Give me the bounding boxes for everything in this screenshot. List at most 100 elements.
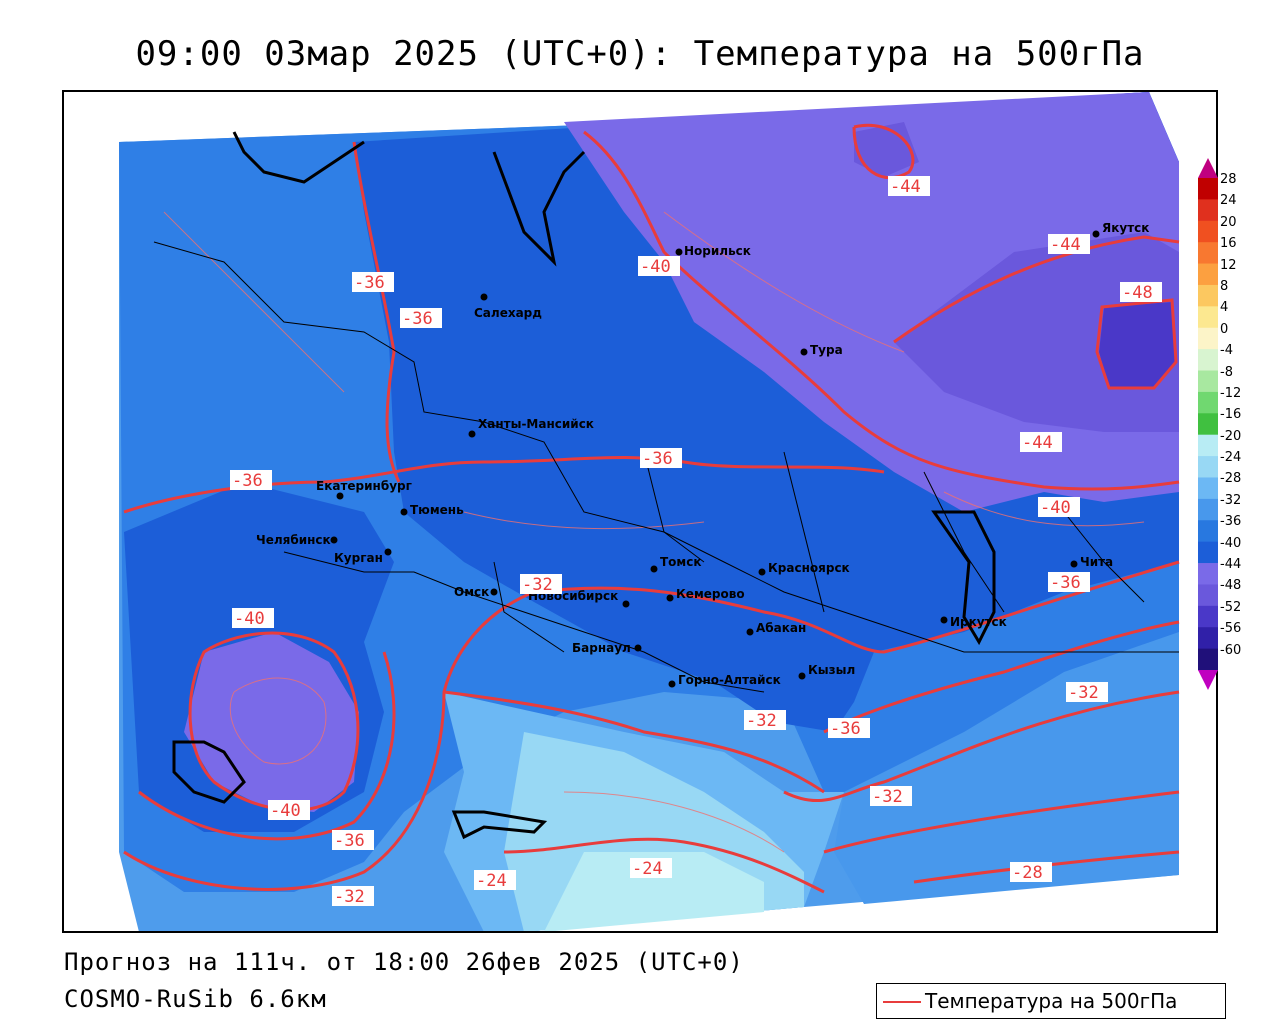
svg-text:-40: -40 [270, 801, 301, 821]
svg-text:Иркутск: Иркутск [950, 615, 1007, 629]
city-barnaul[interactable]: Барнаул [572, 641, 642, 655]
colorbar-swatch [1198, 327, 1218, 350]
colorbar-tick-label: -12 [1220, 385, 1242, 401]
isotherm-label: -32 [744, 710, 786, 731]
colorbar-swatch [1198, 648, 1218, 671]
city-kurgan[interactable]: Курган [334, 548, 392, 566]
isotherm-label: -36 [332, 830, 374, 851]
city-abakan[interactable]: Абакан [746, 621, 807, 636]
city-irkutsk[interactable]: Иркутск [940, 615, 1007, 629]
isotherm-label: -32 [870, 786, 912, 807]
isotherm-label: -32 [332, 886, 374, 907]
svg-text:Якутск: Якутск [1102, 221, 1149, 235]
colorbar-swatch [1198, 242, 1218, 265]
isotherm-label: -28 [1010, 862, 1052, 883]
svg-text:Кызыл: Кызыл [808, 663, 855, 677]
svg-text:Чита: Чита [1080, 555, 1113, 569]
colorbar-swatch [1198, 498, 1218, 521]
svg-text:-32: -32 [746, 711, 777, 731]
colorbar-swatch [1198, 370, 1218, 393]
isotherm-value-labels: -44 -44 -48 -40 -36 -36 -44 -36 -40 -36 … [230, 176, 1162, 907]
colorbar-tick-label: 0 [1220, 321, 1229, 337]
isotherm-label: -40 [1038, 497, 1080, 518]
colorbar-tick-label: 4 [1220, 300, 1229, 316]
model-info: COSMO-RuSib 6.6км [64, 985, 327, 1013]
svg-text:Томск: Томск [660, 555, 702, 569]
city-kyzyl[interactable]: Кызыл [798, 663, 856, 680]
colorbar-swatch [1198, 306, 1218, 329]
svg-text:-36: -36 [402, 309, 433, 329]
svg-text:-40: -40 [234, 609, 265, 629]
svg-text:Курган: Курган [334, 551, 383, 565]
colorbar-swatch [1198, 263, 1218, 286]
colorbar-tick-label: -44 [1220, 557, 1242, 573]
colorbar-tick-label: 20 [1220, 214, 1237, 230]
isotherm-minor-lines [163, 211, 1145, 853]
svg-text:-48: -48 [1122, 283, 1153, 303]
zone-minus40-west [184, 632, 359, 812]
temperature-colorbar: 28 24 20 16 12 8 4 0 -4 -8 -12 -16 -20 -24 -28 -32 -36 -4… [1198, 158, 1258, 690]
map-canvas[interactable]: Салехард Норильск Якутск Тура Ханты-Манс… [62, 90, 1218, 933]
colorbar-swatch [1198, 391, 1218, 414]
colorbar-tick-label: 28 [1220, 172, 1237, 187]
colorbar-tick-label: -40 [1220, 535, 1242, 551]
svg-text:Тура: Тура [810, 343, 843, 357]
coastlines [172, 131, 996, 840]
city-norilsk[interactable]: Норильск [675, 244, 751, 258]
colorbar-tick-label: -60 [1220, 642, 1242, 658]
city-yakutsk[interactable]: Якутск [1092, 221, 1150, 238]
colorbar-tick-label: -8 [1220, 364, 1233, 380]
city-chita[interactable]: Чита [1070, 555, 1114, 569]
city-khanty-mansiysk[interactable]: Ханты-Мансийск [468, 417, 594, 438]
city-yekaterinburg[interactable]: Екатеринбург [316, 479, 412, 500]
isotherm-label: -32 [1066, 682, 1108, 703]
colorbar-swatch [1198, 220, 1218, 243]
isotherm-label: -44 [1020, 432, 1062, 453]
temperature-map: Салехард Норильск Якутск Тура Ханты-Манс… [64, 92, 1216, 931]
isotherm-label: -36 [640, 448, 682, 469]
isotherm-label: -36 [230, 470, 272, 491]
svg-text:Челябинск: Челябинск [256, 533, 331, 547]
isotherm-label: -48 [1120, 282, 1162, 303]
colorbar-swatch [1198, 627, 1218, 650]
colorbar-tick-label: -4 [1220, 343, 1233, 359]
svg-text:Кемерово: Кемерово [676, 587, 745, 601]
svg-text:Горно-Алтайск: Горно-Алтайск [678, 673, 781, 687]
colorbar-swatch [1198, 520, 1218, 543]
map-title: 09:00 03мар 2025 (UTC+0): Температура на… [135, 34, 1145, 74]
colorbar-swatch [1198, 456, 1218, 478]
svg-text:-36: -36 [334, 831, 365, 851]
svg-text:Омск: Омск [454, 585, 489, 599]
isotherm-lines [123, 123, 1180, 894]
city-omsk[interactable]: Омск [454, 585, 498, 599]
colorbar-tick-label: 12 [1220, 257, 1237, 273]
city-gorno-altaysk[interactable]: Горно-Алтайск [668, 673, 781, 688]
svg-text:Екатеринбург: Екатеринбург [316, 479, 412, 493]
isotherm-label: -44 [1048, 234, 1090, 255]
city-kemerovo[interactable]: Кемерово [666, 587, 745, 602]
zone-minus20 [544, 852, 764, 931]
map-legend: Температура на 500гПа [876, 983, 1226, 1019]
svg-text:Красноярск: Красноярск [768, 561, 850, 575]
colorbar-tick-label: 24 [1220, 193, 1237, 209]
city-tura[interactable]: Тура [800, 343, 843, 357]
colorbar-swatch [1198, 349, 1218, 372]
colorbar-tick-label: 16 [1220, 236, 1237, 252]
city-salekhard[interactable]: Салехард [474, 293, 542, 321]
city-tomsk[interactable]: Томск [650, 555, 702, 573]
isotherm-label: -36 [828, 718, 870, 739]
svg-text:Абакан: Абакан [756, 621, 806, 635]
svg-text:-44: -44 [1050, 235, 1081, 255]
isotherm-label: -36 [352, 272, 394, 293]
city-tyumen[interactable]: Тюмень [400, 503, 465, 517]
svg-text:Ханты-Мансийск: Ханты-Мансийск [478, 417, 594, 431]
city-chelyabinsk[interactable]: Челябинск [256, 533, 338, 547]
city-label: Салехард [474, 306, 542, 320]
isotherm-label: -36 [1048, 572, 1090, 593]
svg-text:-24: -24 [632, 859, 663, 879]
svg-text:-44: -44 [1022, 433, 1053, 453]
colorbar-tick-label: -28 [1220, 471, 1242, 487]
svg-text:-32: -32 [522, 575, 553, 595]
colorbar-swatch [1198, 605, 1218, 628]
city-krasnoyarsk[interactable]: Красноярск [758, 561, 850, 576]
